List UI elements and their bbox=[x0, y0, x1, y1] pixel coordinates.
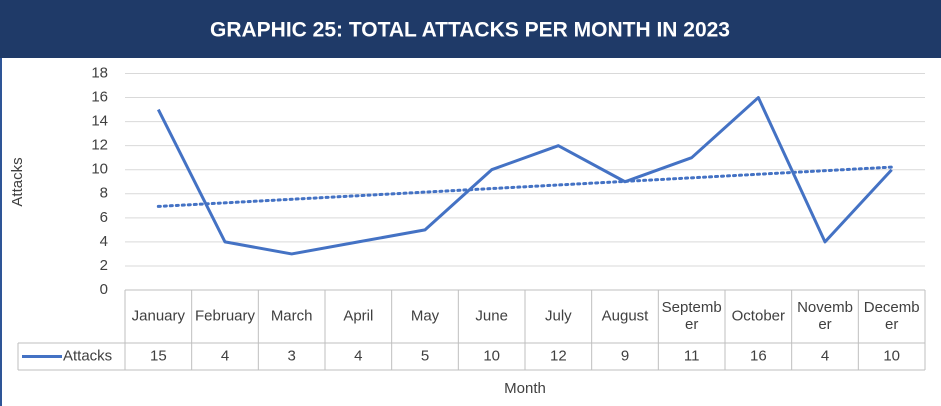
line bbox=[156, 96, 893, 256]
y-axis-label: Attacks bbox=[9, 157, 26, 206]
table-value: 3 bbox=[287, 347, 295, 364]
title-bar bbox=[0, 0, 941, 58]
table-value: 10 bbox=[483, 347, 500, 364]
table-value: 5 bbox=[421, 347, 429, 364]
table-value: 4 bbox=[221, 347, 229, 364]
x-tick-label: Decemb er bbox=[864, 299, 920, 333]
chart-title: GRAPHIC 25: TOTAL ATTACKS PER MONTH IN 2… bbox=[210, 19, 730, 42]
x-tick-label: Septemb er bbox=[662, 299, 722, 333]
x-tick-label: May bbox=[411, 307, 440, 324]
x-tick-label: July bbox=[545, 307, 572, 324]
y-tick-label: 14 bbox=[91, 113, 108, 130]
y-tick-label: 2 bbox=[100, 257, 108, 274]
table-value: 12 bbox=[550, 347, 567, 364]
table-value: 10 bbox=[883, 347, 900, 364]
x-tick-label: April bbox=[343, 307, 373, 324]
legend-label: Attacks bbox=[63, 347, 112, 364]
x-tick-label: January bbox=[132, 307, 186, 324]
table-value: 16 bbox=[750, 347, 767, 364]
y-tick-label: 0 bbox=[100, 281, 108, 298]
x-tick-label: March bbox=[271, 307, 313, 324]
table-value: 15 bbox=[150, 347, 167, 364]
x-tick-label: February bbox=[195, 307, 256, 324]
y-tick-label: 10 bbox=[91, 161, 108, 178]
y-tick-label: 8 bbox=[100, 185, 108, 202]
table-value: 9 bbox=[621, 347, 629, 364]
y-tick-label: 18 bbox=[91, 64, 108, 81]
x-tick-label: October bbox=[732, 307, 785, 324]
x-tick-label: August bbox=[602, 307, 650, 324]
x-tick-label: Novemb er bbox=[797, 299, 853, 333]
table-value: 4 bbox=[354, 347, 362, 364]
x-tick-label: June bbox=[475, 307, 508, 324]
y-tick-label: 4 bbox=[100, 233, 108, 250]
x-axis-label: Month bbox=[504, 380, 546, 397]
trendline bbox=[156, 165, 894, 208]
table-value: 4 bbox=[821, 347, 829, 364]
y-tick-label: 16 bbox=[91, 89, 108, 106]
table-value: 11 bbox=[684, 347, 700, 364]
y-tick-label: 6 bbox=[100, 209, 108, 226]
y-tick-label: 12 bbox=[91, 137, 108, 154]
